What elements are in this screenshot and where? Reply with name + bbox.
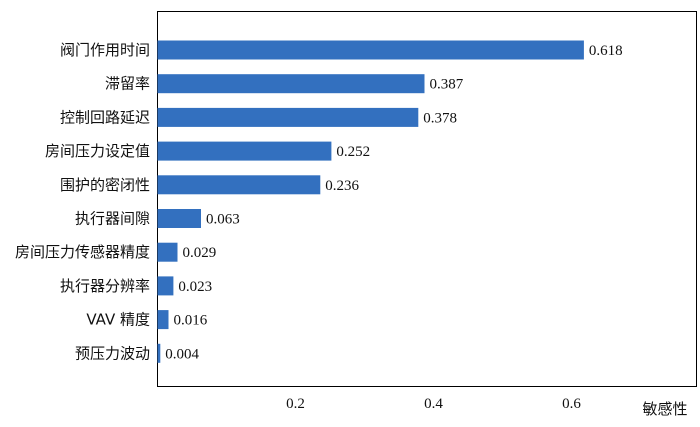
value-label: 0.387 — [430, 77, 464, 93]
category-label: 预压力波动 — [75, 344, 150, 362]
bar — [157, 242, 178, 262]
x-tick-label: 0.4 — [424, 396, 443, 412]
category-label: 控制回路延迟 — [60, 108, 150, 126]
bar — [157, 276, 174, 296]
value-label: 0.063 — [206, 212, 240, 228]
bar — [157, 107, 419, 127]
category-label: 房间压力设定值 — [45, 142, 150, 160]
value-label: 0.236 — [325, 178, 359, 194]
bar — [157, 74, 425, 94]
x-axis-title: 敏感性 — [642, 400, 687, 418]
value-label: 0.618 — [589, 43, 623, 59]
category-labels-group: 阀门作用时间滞留率控制回路延迟房间压力设定值围护的密闭性执行器间隙房间压力传感器… — [15, 41, 150, 362]
bar — [157, 175, 321, 195]
category-label: 阀门作用时间 — [60, 41, 150, 59]
plot-frame — [157, 11, 697, 387]
value-labels-group: 0.618 0.387 0.378 0.252 0.236 0.063 0.029 0.023… — [165, 43, 622, 362]
value-label: 0.029 — [183, 245, 217, 261]
bar — [157, 310, 169, 330]
category-label: 围护的密闭性 — [60, 176, 150, 194]
value-label: 0.004 — [165, 346, 199, 362]
bars-group — [157, 40, 584, 363]
value-label: 0.252 — [336, 144, 370, 160]
value-label: 0.016 — [174, 313, 208, 329]
category-label: 滞留率 — [105, 75, 150, 93]
category-label: 执行器分辨率 — [60, 277, 150, 295]
bar — [157, 40, 584, 60]
x-ticks-group: 0.2 0.4 0.6 — [286, 396, 581, 412]
category-label: 执行器间隙 — [75, 210, 150, 228]
x-tick-label: 0.6 — [562, 396, 581, 412]
value-label: 0.023 — [178, 279, 212, 295]
category-label: VAV 精度 — [86, 311, 150, 329]
bar — [157, 209, 201, 228]
category-label: 房间压力传感器精度 — [15, 243, 150, 261]
value-label: 0.378 — [423, 110, 457, 126]
x-tick-label: 0.2 — [286, 396, 305, 412]
bar — [157, 343, 161, 363]
bar — [157, 141, 332, 161]
